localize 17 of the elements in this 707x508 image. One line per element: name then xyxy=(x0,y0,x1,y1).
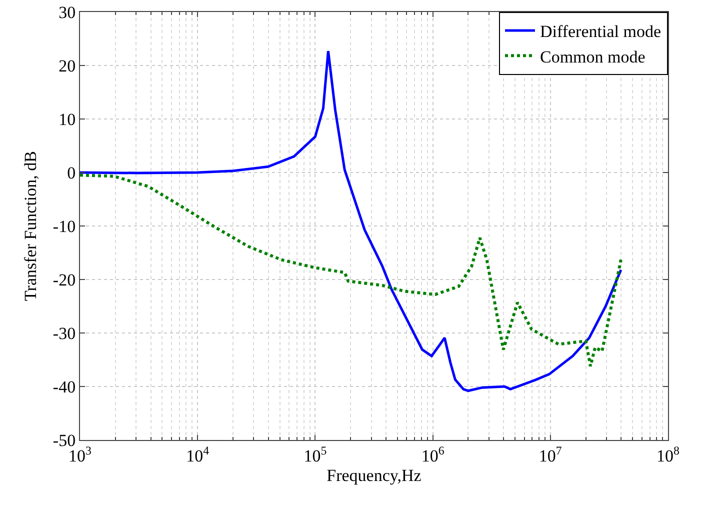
x-tick-label: 10$^{7}$ xyxy=(538,443,562,466)
x-axis-title: Frequency,Hz xyxy=(326,466,422,485)
y-tick-label: 20 xyxy=(58,56,76,76)
legend-label: Differential mode xyxy=(540,22,662,42)
x-tick-label: 10$^{5}$ xyxy=(304,443,327,466)
y-axis-title: Transfer Function, dB xyxy=(21,150,40,302)
y-tick-label: 10 xyxy=(58,110,76,129)
y-tick-label: -30 xyxy=(52,324,76,343)
x-tick-label: 10$^{4}$ xyxy=(186,443,210,466)
y-tick-label: -20 xyxy=(52,270,76,290)
y-tick-label: -10 xyxy=(52,216,76,236)
y-tick-label: 30 xyxy=(58,2,76,22)
legend-label: Common mode xyxy=(540,47,646,66)
x-tick-label: 10$^{6}$ xyxy=(421,443,444,466)
y-tick-label: -40 xyxy=(52,377,76,396)
x-tick-label: 10$^{8}$ xyxy=(656,443,680,466)
y-tick-label: 0 xyxy=(67,163,76,182)
